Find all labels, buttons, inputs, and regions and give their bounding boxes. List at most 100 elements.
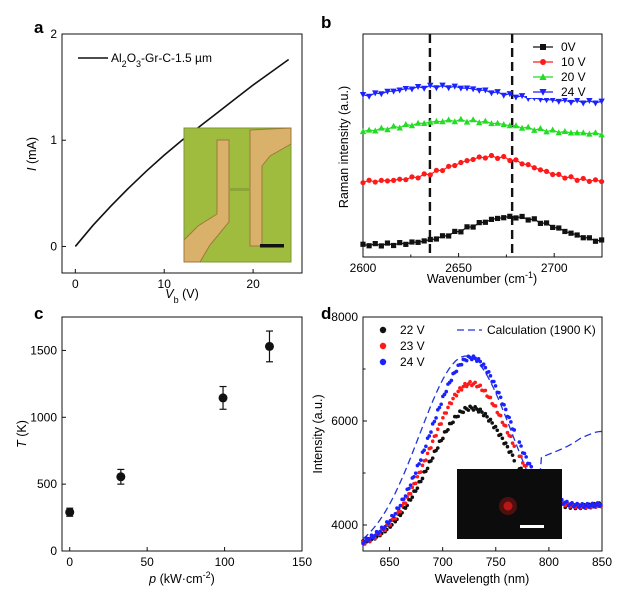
- panel-b-marker: [488, 120, 495, 127]
- panel-b-marker: [452, 228, 458, 235]
- panel-b-legend-label: 10 V: [561, 55, 586, 69]
- panel-d-legend-calc-label: Calculation (1900 K): [487, 323, 596, 337]
- panel-d-point: [510, 453, 515, 457]
- panel-b-marker: [586, 235, 592, 241]
- panel-b-marker: [488, 90, 495, 97]
- panel-b-marker: [414, 83, 422, 90]
- panel-d-point: [398, 503, 403, 508]
- panel-b-marker: [457, 85, 465, 92]
- panel-b-x-tick-label: 2600: [350, 261, 377, 275]
- panel-d-point: [403, 494, 408, 498]
- panel-d-point: [527, 461, 532, 466]
- panel-d-point: [408, 498, 413, 502]
- panel-b-marker: [524, 123, 532, 130]
- panel-d-point: [590, 501, 595, 506]
- panel-a-series-line: [74, 58, 290, 247]
- panel-b-marker: [420, 85, 428, 92]
- panel-d-point: [398, 509, 403, 514]
- panel-b-marker: [537, 220, 544, 226]
- panel-d-frame: [362, 316, 603, 552]
- panel-b-marker: [415, 239, 421, 245]
- panel-b-marker: [366, 177, 372, 183]
- panel-b-marker: [415, 175, 421, 181]
- panel-b-marker: [556, 171, 562, 177]
- panel-b-marker: [384, 126, 391, 133]
- panel-b-marker: [586, 178, 592, 185]
- panel-b-marker: [555, 129, 562, 136]
- panel-b-marker: [525, 162, 531, 168]
- panel-d-point: [441, 416, 445, 420]
- panel-d-point: [512, 428, 517, 432]
- panel-b-marker: [372, 127, 379, 134]
- panel-d-point: [454, 393, 459, 398]
- panel-d-point: [498, 432, 503, 437]
- panel-d-point: [483, 365, 488, 370]
- panel-c-letter: c: [34, 304, 43, 323]
- panel-b-marker: [512, 94, 520, 101]
- panel-b-marker: [531, 216, 537, 222]
- panel-b-marker: [561, 127, 569, 134]
- panel-b-marker: [495, 215, 501, 222]
- panel-b-marker: [537, 96, 544, 103]
- panel-d-point: [595, 501, 600, 505]
- panel-a-y-tick-label: 2: [50, 27, 57, 41]
- panel-b-marker: [402, 121, 410, 128]
- panel-b-marker: [390, 242, 397, 249]
- panel-b-marker: [488, 152, 495, 159]
- panel-b-marker: [397, 240, 403, 246]
- panel-d-point: [425, 451, 430, 456]
- panel-b-marker: [476, 119, 483, 126]
- panel-b-marker: [451, 118, 458, 125]
- panel-b-frame: [362, 33, 603, 258]
- panel-b-marker: [439, 167, 446, 174]
- panel-b-marker: [464, 224, 470, 230]
- panel-b-legend-bg: [527, 36, 601, 98]
- panel-b-x-tick-label: 2700: [541, 261, 568, 275]
- panel-b-marker: [384, 178, 391, 184]
- panel-a-letter: a: [34, 18, 44, 37]
- panel-b-letter: b: [321, 13, 331, 32]
- panel-d-point: [441, 436, 445, 441]
- panel-d-point: [408, 483, 413, 487]
- panel-b-marker: [390, 122, 397, 129]
- panel-d-point: [429, 430, 433, 434]
- panel-c-ylabel: T (K): [15, 420, 29, 448]
- panel-d-point: [439, 402, 443, 407]
- panel-b-marker: [476, 154, 482, 160]
- panel-d-point: [429, 459, 433, 463]
- panel-d-xlabel: Wavelength (nm): [435, 572, 530, 586]
- panel-d-letter: d: [321, 304, 331, 323]
- panel-d-point: [451, 420, 455, 425]
- panel-b-marker: [476, 220, 482, 226]
- panel-d-point: [420, 463, 425, 468]
- panel-d-point: [517, 440, 522, 444]
- panel-b-marker: [518, 93, 526, 100]
- panel-b-marker: [482, 117, 489, 124]
- panel-d-point: [391, 514, 396, 519]
- panel-c-x-tick-label: 0: [66, 555, 73, 569]
- panel-b-series-line: [362, 154, 602, 184]
- panel-d-point: [451, 396, 455, 401]
- panel-d-point: [503, 441, 508, 445]
- panel-c-xlabel: p (kW·cm-2): [148, 570, 215, 586]
- panel-d-point: [444, 411, 449, 415]
- panel-d-point: [388, 519, 392, 523]
- panel-b-marker: [408, 122, 416, 129]
- panel-d-point: [575, 501, 579, 506]
- panel-d-point: [483, 388, 488, 393]
- panel-b-marker: [513, 215, 519, 221]
- panel-b-marker: [446, 163, 452, 169]
- panel-b-marker: [550, 171, 556, 178]
- panel-b-marker: [592, 238, 599, 244]
- panel-d-point: [434, 448, 438, 453]
- panel-d-point: [378, 529, 382, 534]
- panel-d-point: [430, 439, 435, 443]
- panel-a-ylabel: I (mA): [25, 137, 39, 171]
- panel-d-point: [488, 417, 493, 422]
- panel-a-legend-label: Al2O3-Gr-C-1.5 µm: [111, 51, 212, 69]
- panel-b-marker: [567, 99, 575, 106]
- panel-a-inset-border: [183, 127, 292, 263]
- panel-d-point: [493, 384, 498, 388]
- panel-d-x-tick-label: 700: [433, 555, 453, 569]
- panel-b-marker: [512, 122, 520, 129]
